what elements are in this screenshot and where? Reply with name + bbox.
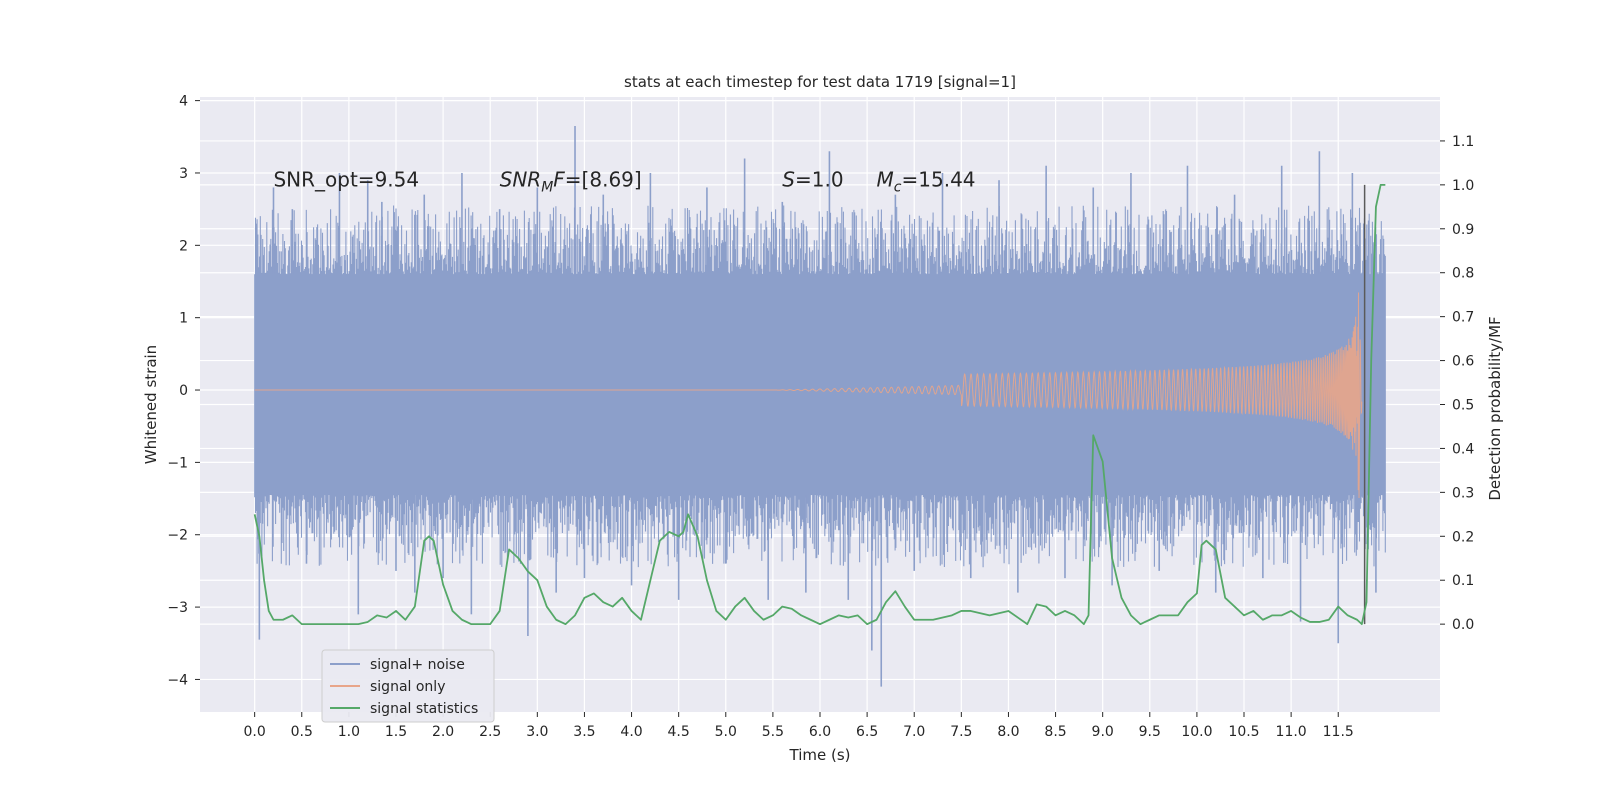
y-right-tick-label: 0.5 (1452, 398, 1474, 414)
y-right-tick-label: 0.9 (1452, 222, 1474, 238)
legend-label: signal statistics (370, 701, 478, 717)
legend-label: signal+ noise (370, 657, 465, 673)
annotation-part: =[8.69] (565, 168, 642, 192)
noise-trace (254, 205, 1386, 568)
x-tick-label: 11.5 (1323, 724, 1354, 740)
data-layer (253, 125, 1386, 687)
x-tick-label: 2.0 (432, 724, 454, 740)
annotation-part: c (894, 180, 902, 196)
y-right-tick-label: 0.7 (1452, 310, 1474, 326)
y-right-tick-label: 1.0 (1452, 178, 1474, 194)
x-tick-label: 11.0 (1276, 724, 1307, 740)
x-tick-label: 10.0 (1181, 724, 1212, 740)
series-signal-only (254, 292, 1363, 498)
y-right-tick-label: 0.6 (1452, 354, 1474, 370)
annotation-snr-mf: SNRMF=[8.69] (500, 168, 642, 196)
y-right-tick-label: 1.1 (1452, 134, 1474, 150)
annotation-mc-value: Mc=15.44 (877, 168, 976, 196)
annotations: SNR_opt=9.54 SNRMF=[8.69] S=1.0 Mc=15.44 (273, 168, 975, 196)
series-signal-statistics (253, 183, 1386, 626)
annotation-part: F (553, 168, 565, 192)
x-tick-label: 2.5 (479, 724, 501, 740)
y-axis-right-label: Detection probability/MF (1486, 316, 1504, 500)
statistics-line (253, 183, 1386, 626)
x-tick-label: 9.5 (1139, 724, 1161, 740)
y-tick-label: 3 (179, 166, 188, 182)
y-right-tick-label: 0.1 (1452, 573, 1474, 589)
y-tick-label: 2 (179, 238, 188, 254)
y-right-tick-label: 0.8 (1452, 266, 1474, 282)
x-tick-label: 8.0 (997, 724, 1019, 740)
x-tick-label: 8.5 (1044, 724, 1066, 740)
x-tick-label: 6.0 (809, 724, 831, 740)
y-tick-label: −3 (167, 600, 188, 616)
x-tick-label: 5.5 (762, 724, 784, 740)
signal-trace (254, 292, 1363, 498)
legend: signal+ noise signal only signal statistic… (321, 649, 495, 723)
x-axis-label: Time (s) (789, 746, 851, 764)
y-right-tick-label: 0.4 (1452, 441, 1474, 457)
x-tick-label: 1.0 (338, 724, 360, 740)
x-tick-label: 3.0 (526, 724, 548, 740)
y-axis-label: Whitened strain (142, 345, 160, 464)
legend-box (321, 649, 495, 723)
y-right-tick-label: 0.2 (1452, 529, 1474, 545)
y-tick-label: 0 (179, 383, 188, 399)
y-right-tick-label: 0.0 (1452, 617, 1474, 633)
x-tick-label: 9.0 (1092, 724, 1114, 740)
x-tick-label: 7.0 (903, 724, 925, 740)
axes: 0.0 0.5 1.0 1.5 2.0 2.5 3.0 3.5 4.0 4.5 5.0 5.5 6.0 6… (167, 94, 1474, 740)
annotation-part: =15.44 (902, 168, 976, 192)
y-tick-label: 1 (179, 311, 188, 327)
y-tick-label: −2 (167, 528, 188, 544)
y-tick-label: −4 (167, 672, 188, 688)
x-tick-label: 0.5 (291, 724, 313, 740)
annotation-part: =1.0 (795, 168, 844, 192)
x-tick-label: 6.5 (856, 724, 878, 740)
x-tick-label: 5.0 (715, 724, 737, 740)
x-tick-label: 0.0 (244, 724, 266, 740)
chart-title: stats at each timestep for test data 171… (624, 73, 1016, 91)
annotation-s-value: S=1.0 (782, 168, 843, 192)
x-tick-label: 10.5 (1228, 724, 1259, 740)
annotation-part: M (541, 180, 553, 196)
annotation-part: SNR (500, 168, 542, 192)
x-tick-label: 4.0 (620, 724, 642, 740)
annotation-part: S (782, 168, 795, 192)
legend-label: signal only (370, 679, 445, 695)
annotation-snr-opt: SNR_opt=9.54 (273, 168, 419, 192)
x-tick-label: 1.5 (385, 724, 407, 740)
annotation-part: SNR_opt=9.54 (273, 168, 419, 192)
x-tick-label: 7.5 (950, 724, 972, 740)
y-tick-label: −1 (167, 455, 188, 471)
x-tick-label: 4.5 (668, 724, 690, 740)
x-tick-label: 3.5 (573, 724, 595, 740)
y-right-tick-label: 0.3 (1452, 485, 1474, 501)
y-tick-label: 4 (179, 94, 188, 110)
annotation-part: M (877, 168, 894, 192)
